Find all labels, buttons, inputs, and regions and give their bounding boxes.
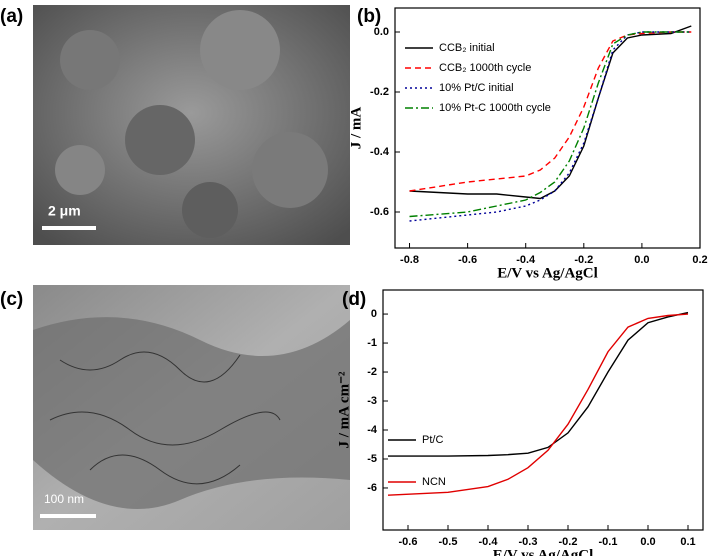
sem-image — [33, 5, 350, 245]
y-tick-label: -4 — [367, 424, 378, 436]
y-tick-label: -2 — [367, 366, 377, 378]
y-axis-label: J / mA — [348, 107, 364, 150]
x-tick-label: -0.8 — [400, 254, 419, 266]
legend-label: CCB₂ 1000th cycle — [439, 62, 531, 74]
y-tick-label: 0 — [371, 308, 377, 320]
legend-label: Pt/C — [422, 434, 443, 446]
x-tick-label: 0.0 — [634, 254, 649, 266]
series-line — [388, 311, 689, 457]
y-tick-label: -0.2 — [370, 86, 389, 98]
x-axis-label: E/V vs Ag/AgCl — [493, 547, 594, 556]
x-tick-label: -0.6 — [458, 254, 477, 266]
legend-label: CCB₂ initial — [439, 42, 495, 54]
y-tick-label: -6 — [367, 482, 377, 494]
x-tick-label: 0.0 — [640, 536, 655, 548]
scale-bar-label: 2 μm — [48, 203, 81, 219]
x-axis-label: E/V vs Ag/AgCl — [497, 265, 598, 281]
x-tick-label: 0.1 — [680, 536, 695, 548]
series-line — [409, 31, 692, 192]
tem-image — [33, 285, 350, 530]
y-tick-label: -0.6 — [370, 206, 389, 218]
x-tick-label: -0.2 — [574, 254, 593, 266]
series-line — [387, 313, 689, 496]
y-tick-label: -1 — [367, 337, 377, 349]
x-tick-label: -0.6 — [399, 536, 418, 548]
panel-label: (b) — [357, 6, 381, 27]
scale-bar-label: 100 nm — [44, 492, 84, 506]
panel-label: (d) — [342, 289, 366, 310]
series-line — [409, 25, 692, 200]
x-tick-label: -0.4 — [516, 254, 536, 266]
panel-label: (c) — [0, 289, 23, 310]
y-tick-label: -3 — [367, 395, 377, 407]
x-tick-label: -0.5 — [439, 536, 458, 548]
y-tick-label: -5 — [367, 453, 377, 465]
x-tick-label: 0.2 — [692, 254, 707, 266]
legend-label: NCN — [422, 476, 446, 488]
legend-label: 10% Pt/C initial — [439, 82, 514, 94]
x-tick-label: -0.3 — [519, 536, 538, 548]
x-tick-label: -0.4 — [479, 536, 499, 548]
x-tick-label: -0.2 — [559, 536, 578, 548]
y-tick-label: -0.4 — [370, 146, 390, 158]
plot-frame — [394, 7, 701, 249]
y-axis-label: J / mA cm⁻² — [336, 371, 352, 448]
plot-frame — [382, 289, 704, 531]
x-tick-label: -0.1 — [599, 536, 618, 548]
y-tick-label: 0.0 — [374, 26, 389, 38]
series-line — [409, 31, 692, 218]
panel-label: (a) — [0, 6, 23, 27]
legend-label: 10% Pt-C 1000th cycle — [439, 102, 551, 114]
